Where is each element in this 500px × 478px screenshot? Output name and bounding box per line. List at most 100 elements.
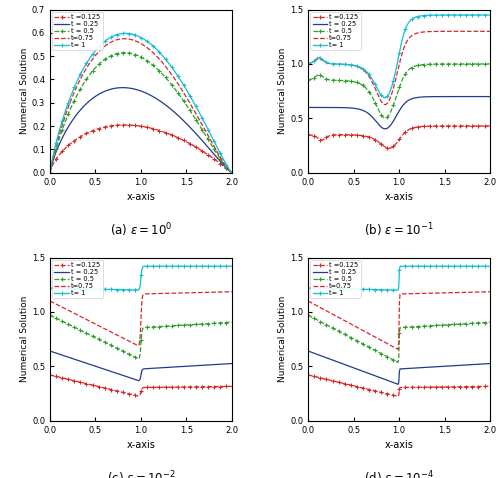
t= 1 [160, 263, 166, 269]
Y-axis label: Numerical Solution: Numerical Solution [20, 296, 29, 382]
t= 1 [134, 287, 140, 293]
t = 0.25 [306, 105, 312, 110]
t = 0.5 [487, 319, 493, 325]
t =0.125 [414, 384, 420, 390]
Line: t= 1: t= 1 [48, 32, 234, 174]
t= 1 [417, 13, 423, 19]
Line: t= 1: t= 1 [306, 264, 492, 292]
t=0.75 [414, 291, 420, 296]
t= 1 [158, 263, 164, 269]
t =0.125 [122, 122, 128, 128]
Line: t= 1: t= 1 [48, 264, 234, 292]
t =0.125 [306, 372, 312, 378]
t = 0.25 [156, 365, 162, 371]
t = 0.5 [159, 71, 165, 76]
t =0.125 [201, 384, 207, 390]
t=0.75 [382, 102, 388, 108]
t = 0.5 [414, 324, 420, 329]
t = 0.5 [306, 313, 312, 318]
Line: t = 0.5: t = 0.5 [306, 314, 492, 364]
t = 0.5 [487, 61, 493, 67]
t =0.125 [155, 127, 161, 133]
t =0.125 [159, 384, 165, 390]
Line: t =0.125: t =0.125 [306, 124, 492, 150]
t= 1 [414, 14, 420, 20]
t =0.125 [47, 170, 53, 175]
t = 0.25 [417, 94, 423, 100]
t =0.125 [306, 132, 312, 138]
t = 0.25 [201, 362, 207, 368]
Line: t=0.75: t=0.75 [308, 292, 490, 349]
t = 0.5 [414, 63, 420, 68]
t =0.125 [159, 129, 165, 134]
t=0.75 [47, 170, 53, 175]
Text: (c) $\varepsilon = 10^{-2}$: (c) $\varepsilon = 10^{-2}$ [106, 469, 175, 478]
t = 0.5 [121, 50, 127, 55]
t= 1 [229, 170, 235, 175]
t =0.125 [156, 128, 162, 133]
t = 0.5 [470, 320, 476, 326]
t=0.75 [487, 289, 493, 294]
t = 0.25 [459, 362, 465, 368]
t=0.75 [155, 55, 161, 61]
t= 1 [47, 285, 53, 291]
t = 0.5 [156, 324, 162, 329]
Y-axis label: Numerical Solution: Numerical Solution [278, 48, 287, 134]
t= 1 [48, 285, 54, 291]
t=0.75 [121, 36, 127, 42]
X-axis label: x-axis: x-axis [126, 440, 156, 450]
t= 1 [471, 263, 477, 269]
t = 0.25 [159, 99, 165, 105]
t = 0.25 [305, 105, 311, 110]
t = 0.25 [487, 94, 493, 99]
t= 1 [306, 285, 312, 291]
t = 0.25 [48, 348, 54, 354]
Line: t=0.75: t=0.75 [50, 39, 232, 173]
t= 1 [155, 263, 161, 269]
t=0.75 [459, 290, 465, 295]
t= 1 [414, 263, 420, 269]
t =0.125 [229, 170, 235, 175]
t = 0.5 [459, 61, 465, 67]
t=0.75 [414, 291, 420, 296]
t=0.75 [212, 146, 218, 152]
t =0.125 [414, 124, 420, 130]
t=0.75 [417, 30, 423, 35]
Text: (a) $\varepsilon = 10^{0}$: (a) $\varepsilon = 10^{0}$ [110, 222, 172, 239]
t = 0.25 [305, 348, 311, 354]
Legend: t =0.125, t = 0.25, t = 0.5, t=0.75, t= 1: t =0.125, t = 0.25, t = 0.5, t=0.75, t= … [52, 11, 102, 50]
t= 1 [201, 119, 207, 124]
t = 0.25 [155, 97, 161, 103]
t = 0.5 [159, 324, 165, 329]
t =0.125 [47, 372, 53, 378]
Line: t =0.125: t =0.125 [306, 373, 492, 398]
Line: t= 1: t= 1 [306, 13, 492, 99]
t =0.125 [48, 372, 54, 378]
t =0.125 [305, 132, 311, 138]
t = 0.5 [47, 312, 53, 318]
t =0.125 [136, 393, 142, 399]
t= 1 [213, 263, 219, 269]
t=0.75 [229, 289, 235, 294]
t = 0.5 [470, 61, 476, 67]
t=0.75 [135, 343, 141, 348]
t=0.75 [201, 290, 207, 295]
t = 0.25 [229, 170, 235, 175]
t =0.125 [487, 123, 493, 129]
t = 0.25 [48, 166, 54, 172]
t = 0.5 [47, 170, 53, 175]
t = 0.25 [417, 365, 423, 370]
Line: t = 0.25: t = 0.25 [308, 97, 490, 129]
t =0.125 [48, 167, 54, 173]
t =0.125 [417, 124, 423, 130]
Legend: t =0.125, t = 0.25, t = 0.5, t=0.75, t= 1: t =0.125, t = 0.25, t = 0.5, t=0.75, t= … [52, 260, 102, 298]
t= 1 [459, 12, 465, 18]
Line: t=0.75: t=0.75 [308, 32, 490, 105]
Line: t = 0.25: t = 0.25 [50, 351, 232, 380]
t=0.75 [394, 346, 400, 352]
t= 1 [212, 141, 218, 147]
t =0.125 [487, 383, 493, 389]
t =0.125 [470, 384, 476, 390]
Text: (b) $\varepsilon = 10^{-1}$: (b) $\varepsilon = 10^{-1}$ [364, 222, 434, 239]
t=0.75 [414, 31, 420, 36]
